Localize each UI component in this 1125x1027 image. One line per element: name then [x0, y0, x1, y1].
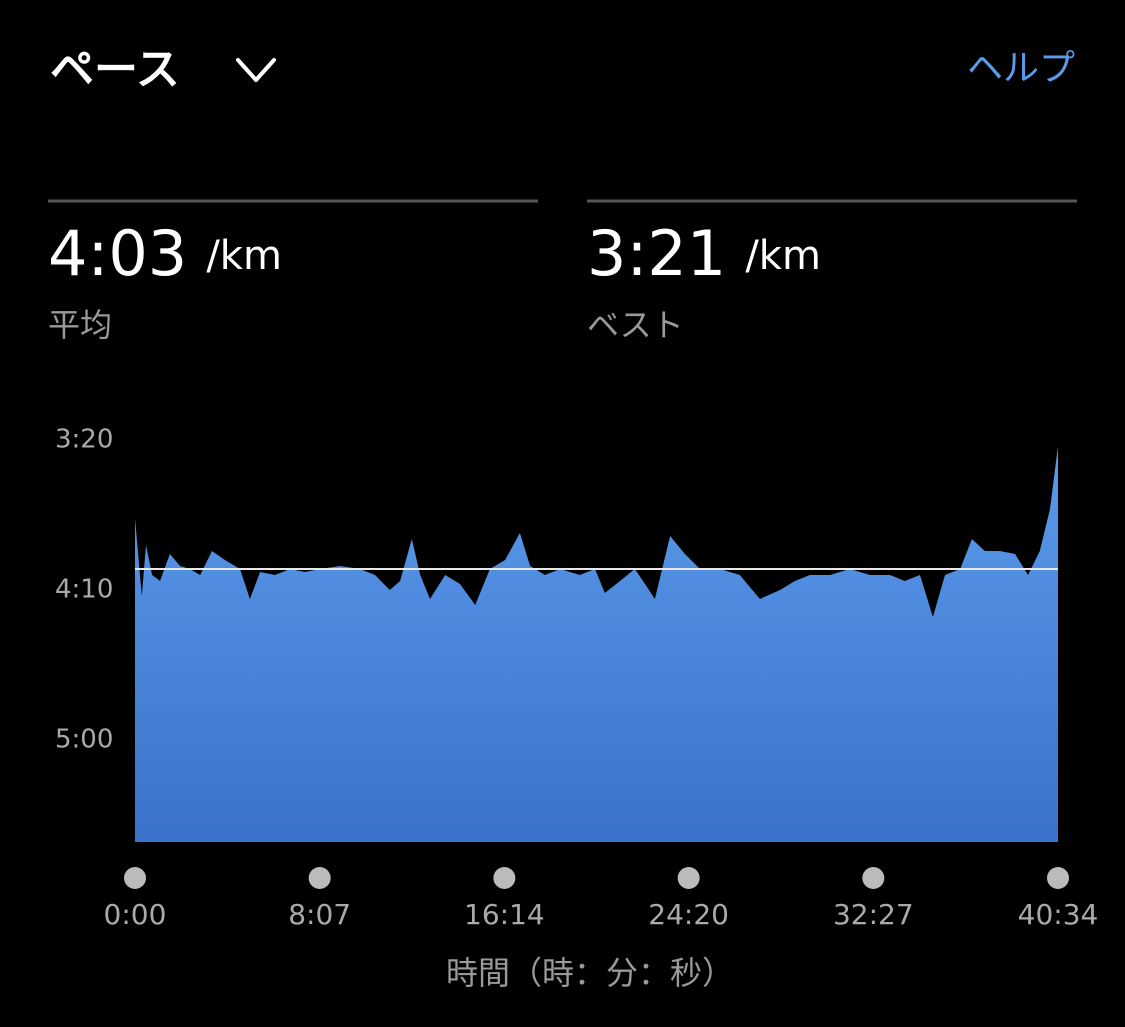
stat-unit: /km — [745, 233, 821, 279]
stat-label: 平均 — [48, 306, 112, 344]
x-tick-label: 8:07 — [288, 898, 351, 931]
y-tick-label: 3:20 — [55, 425, 113, 455]
y-tick-label: 5:00 — [55, 725, 113, 755]
x-tick-dot — [493, 867, 516, 889]
title[interactable]: ペース — [50, 44, 180, 95]
stat-value: 4:03 — [48, 217, 187, 290]
help-link[interactable]: ヘルプ — [967, 48, 1075, 89]
x-axis-label: 時間（時：分：秒） — [446, 954, 734, 992]
stat-label: ベスト — [587, 306, 684, 344]
x-tick-label: 24:20 — [648, 898, 729, 931]
stat-unit: /km — [206, 233, 282, 279]
stat-best: 3:21 /km — [587, 217, 821, 290]
stat-value: 3:21 — [587, 217, 726, 290]
x-tick-label: 0:00 — [104, 898, 167, 931]
x-tick-dot — [677, 867, 700, 889]
x-tick-dot — [862, 867, 885, 889]
x-tick-dot — [1047, 867, 1069, 889]
x-tick-label: 40:34 — [1018, 898, 1099, 931]
x-tick-label: 16:14 — [464, 898, 545, 931]
x-tick-label: 32:27 — [833, 898, 914, 931]
y-tick-label: 4:10 — [55, 575, 113, 605]
x-tick-dot — [124, 867, 146, 889]
stat-average: 4:03 /km — [48, 217, 282, 290]
pace-area — [135, 446, 1058, 842]
x-tick-dot — [308, 867, 331, 889]
dropdown-chevron[interactable] — [236, 58, 276, 82]
